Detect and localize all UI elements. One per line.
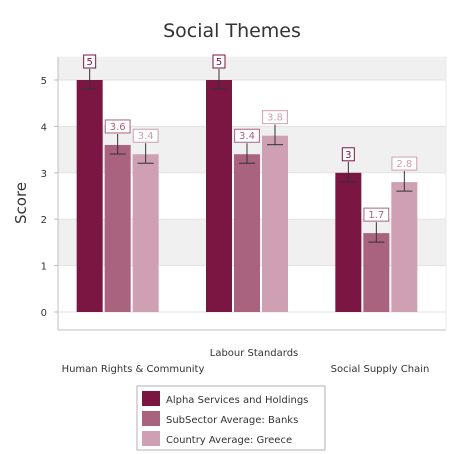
- data-label: 3.8: [267, 113, 283, 124]
- bar: [391, 182, 418, 312]
- bar: [234, 154, 260, 312]
- y-axis-label: Score: [12, 182, 30, 224]
- legend-swatch: [142, 391, 160, 406]
- plot-area: 0 1 2 3 4 5 5 3.6 3.4 5 3.4 3.8 3 1.7 2.8 Human Rights …: [41, 54, 447, 375]
- data-label: 1.7: [368, 210, 384, 221]
- x-tick-label: Labour Standards: [210, 348, 299, 359]
- data-label: 3: [345, 150, 351, 161]
- bar: [132, 154, 159, 312]
- legend-label: Alpha Services and Holdings: [166, 395, 308, 406]
- data-label: 3.6: [110, 122, 126, 133]
- x-tick-label: Human Rights & Community: [62, 364, 205, 375]
- y-tick-label: 3: [41, 169, 47, 180]
- data-label-box: [104, 119, 131, 134]
- data-label: 3.4: [239, 131, 255, 142]
- y-tick-label: 4: [41, 122, 47, 133]
- bar: [104, 144, 131, 312]
- chart-title: Social Themes: [163, 20, 301, 42]
- bar: [335, 172, 362, 312]
- legend-label: Country Average: Greece: [166, 435, 292, 446]
- y-tick-label: 0: [41, 308, 47, 319]
- y-tick-label: 5: [41, 76, 47, 87]
- data-label-box: [363, 207, 390, 222]
- bar: [76, 80, 103, 312]
- data-label-box: [341, 147, 355, 162]
- y-tick-label: 2: [41, 215, 47, 226]
- data-label: 5: [216, 57, 222, 68]
- data-label-box: [262, 110, 288, 125]
- x-tick-label: Social Supply Chain: [331, 364, 430, 375]
- legend-swatch: [142, 431, 160, 446]
- bar: [262, 135, 288, 312]
- bar: [363, 233, 390, 312]
- data-label-box: [234, 128, 260, 143]
- legend: Alpha Services and Holdings SubSector Ave…: [136, 385, 326, 451]
- data-label: 2.8: [396, 159, 412, 170]
- data-label: 3.4: [138, 131, 154, 142]
- legend-box: [136, 385, 326, 451]
- y-tick-label: 1: [41, 262, 47, 273]
- data-label-box: [391, 156, 418, 171]
- data-label-box: [83, 54, 97, 69]
- data-label-box: [212, 54, 226, 69]
- data-label: 5: [86, 57, 92, 68]
- grid-band: [58, 56, 446, 80]
- data-label-box: [132, 128, 159, 143]
- bar: [206, 80, 232, 312]
- legend-swatch: [142, 411, 160, 426]
- legend-label: SubSector Average: Banks: [166, 415, 298, 426]
